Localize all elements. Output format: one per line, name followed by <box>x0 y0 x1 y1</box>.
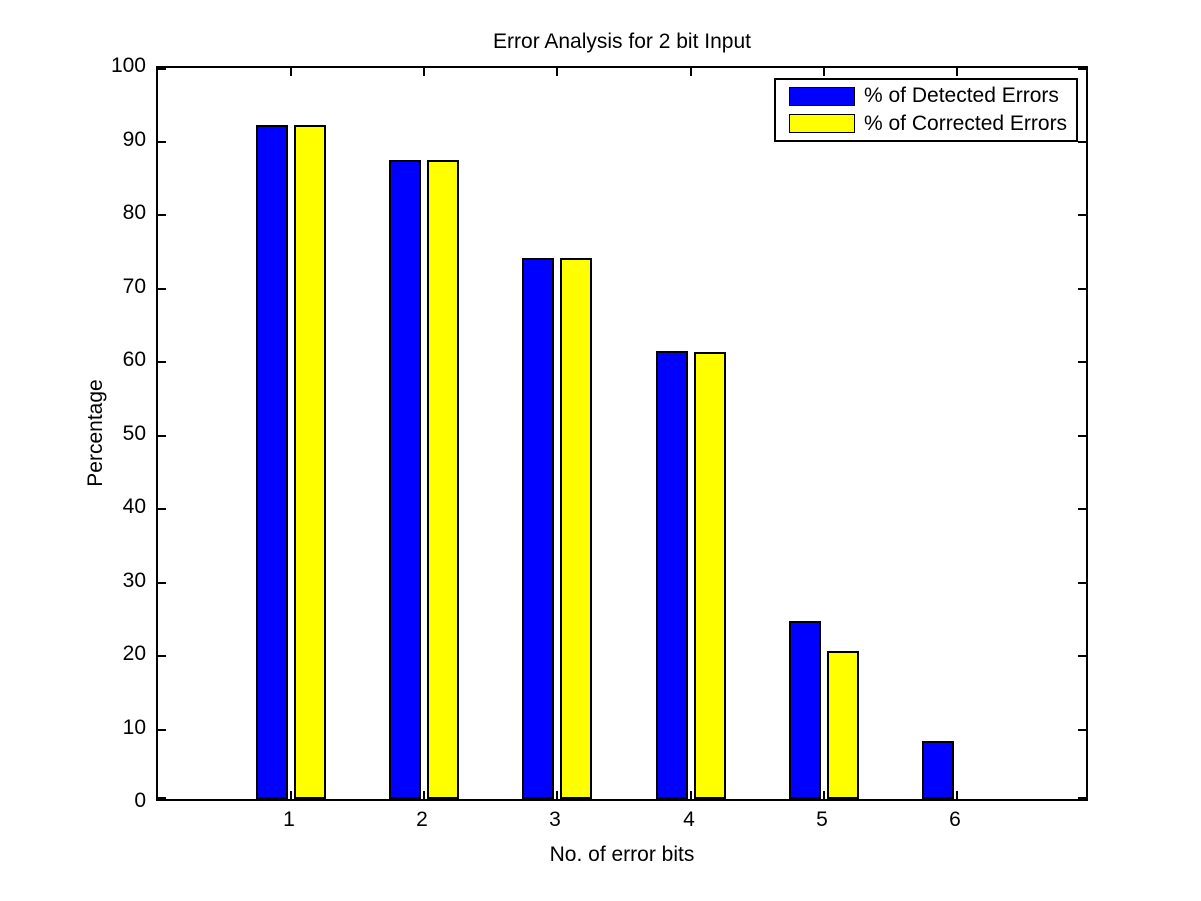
legend-swatch-corrected <box>789 114 855 134</box>
x-axis-tick <box>956 791 958 799</box>
y-axis-tick <box>158 508 166 510</box>
y-axis-tick <box>158 655 166 657</box>
x-axis-label: No. of error bits <box>549 843 695 866</box>
bar-detected-4 <box>656 351 688 799</box>
legend-swatch-detected <box>789 86 855 106</box>
bar-detected-6 <box>922 741 954 799</box>
x-tick-label: 3 <box>549 808 561 831</box>
x-tick-label: 6 <box>949 808 961 831</box>
y-tick-label: 0 <box>134 789 146 812</box>
x-axis-tick <box>290 68 292 76</box>
y-tick-label: 60 <box>122 348 146 371</box>
x-axis-tick <box>423 791 425 799</box>
x-axis-tick <box>823 791 825 799</box>
x-axis-tick <box>690 791 692 799</box>
x-axis-tick <box>823 68 825 76</box>
y-tick-label: 20 <box>122 642 146 665</box>
bar-detected-1 <box>256 125 288 799</box>
legend-item-detected: % of Detected Errors <box>776 85 1076 107</box>
x-axis-tick <box>690 68 692 76</box>
chart-title: Error Analysis for 2 bit Input <box>493 30 751 53</box>
bar-detected-2 <box>389 160 421 799</box>
x-tick-label: 5 <box>816 808 828 831</box>
legend-item-corrected: % of Corrected Errors <box>776 111 1076 135</box>
y-axis-tick <box>1078 797 1086 799</box>
x-tick-label: 1 <box>283 808 295 831</box>
x-tick-label: 4 <box>683 808 695 831</box>
x-axis-tick <box>556 791 558 799</box>
bar-corrected-2 <box>427 160 459 799</box>
y-axis-tick <box>1078 288 1086 290</box>
bar-corrected-4 <box>694 352 726 799</box>
bar-corrected-5 <box>827 651 859 799</box>
y-tick-label: 90 <box>122 128 146 151</box>
legend-label-corrected: % of Corrected Errors <box>864 111 1068 135</box>
y-tick-label: 40 <box>122 495 146 518</box>
y-axis-tick <box>1078 214 1086 216</box>
y-axis-tick <box>158 361 166 363</box>
y-axis-tick <box>1078 68 1086 70</box>
x-axis-tick <box>556 68 558 76</box>
y-tick-label: 70 <box>122 275 146 298</box>
y-axis-tick <box>1078 361 1086 363</box>
y-axis-tick <box>158 582 166 584</box>
bar-corrected-3 <box>560 258 592 799</box>
y-axis-tick <box>1078 655 1086 657</box>
y-axis-tick <box>158 214 166 216</box>
y-axis-tick <box>158 68 166 70</box>
y-axis-tick <box>1078 508 1086 510</box>
bar-corrected-1 <box>294 125 326 799</box>
x-axis-tick <box>290 791 292 799</box>
y-axis-tick <box>158 288 166 290</box>
y-axis-tick <box>1078 141 1086 143</box>
legend-label-detected: % of Detected Errors <box>864 84 1059 108</box>
y-tick-label: 80 <box>122 201 146 224</box>
y-axis-tick <box>1078 435 1086 437</box>
y-axis-tick <box>158 797 166 799</box>
x-tick-label: 2 <box>416 808 428 831</box>
y-axis-tick <box>1078 729 1086 731</box>
bar-detected-3 <box>522 258 554 799</box>
y-tick-label: 100 <box>110 54 146 77</box>
y-axis-tick <box>1078 582 1086 584</box>
plot-area <box>156 66 1088 801</box>
y-axis-tick <box>158 435 166 437</box>
y-tick-label: 30 <box>122 569 146 592</box>
bar-detected-5 <box>789 621 821 799</box>
y-tick-label: 10 <box>122 716 146 739</box>
x-axis-tick <box>956 68 958 76</box>
y-axis-tick <box>158 141 166 143</box>
y-axis-tick <box>158 729 166 731</box>
x-axis-tick <box>423 68 425 76</box>
legend: % of Detected Errors % of Corrected Erro… <box>774 78 1078 142</box>
y-tick-label: 50 <box>122 422 146 445</box>
